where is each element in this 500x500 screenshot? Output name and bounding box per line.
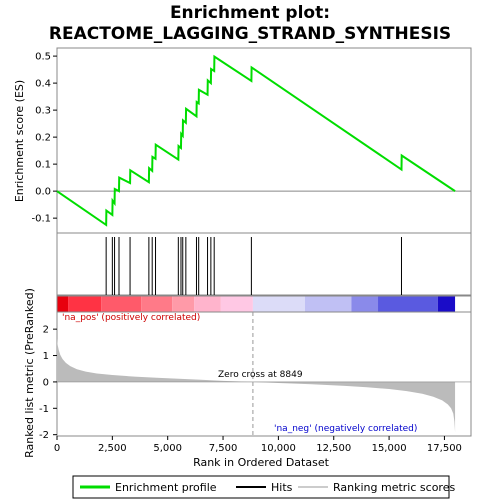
x-tick-label: 10,000 [261, 443, 296, 454]
x-tick-label: 12,500 [316, 443, 351, 454]
legend-label-metric: Ranking metric scores [333, 481, 455, 494]
es-ytick-label: 0.1 [35, 160, 51, 171]
metric-ytick-label: -2 [39, 430, 49, 441]
x-tick-label: 17,500 [427, 443, 462, 454]
metric-ytick-label: 0 [43, 377, 49, 388]
pos-correlated-label: 'na_pos' (positively correlated) [62, 313, 200, 323]
es-ytick-label: -0.1 [31, 214, 51, 225]
metric-ytick-label: -1 [39, 404, 49, 415]
metric-ytick-label: 2 [43, 325, 49, 336]
x-tick-label: 5,000 [153, 443, 182, 454]
color-bar-segment [378, 296, 438, 312]
x-tick-label: 2,500 [98, 443, 127, 454]
metric-panel-ticks: -2 -1 0 1 2 [39, 325, 57, 441]
chart-title-line1: Enrichment plot: [170, 3, 330, 23]
es-ytick-label: 0.2 [35, 133, 51, 144]
enrichment-profile-line [56, 54, 456, 227]
color-bar-segment [304, 296, 352, 312]
color-bar-segment [351, 296, 379, 312]
legend-label-enrichment: Enrichment profile [115, 481, 217, 494]
ranking-color-bar [57, 296, 456, 312]
metric-axis-label: Ranked list metric (PreRanked) [23, 288, 36, 458]
es-panel-ticks: -0.1 0.0 0.1 0.2 0.3 0.4 0.5 [31, 52, 57, 225]
color-bar-segment [172, 296, 195, 312]
color-bar-segment [194, 296, 221, 312]
x-tick-label: 7,500 [209, 443, 238, 454]
color-bar-segment [68, 296, 102, 312]
color-bar-segment [220, 296, 253, 312]
color-bar-segment [57, 296, 69, 312]
es-ytick-label: 0.4 [35, 79, 51, 90]
x-tick-label: 15,000 [372, 443, 407, 454]
neg-correlated-label: 'na_neg' (negatively correlated) [274, 424, 417, 434]
es-axis-label: Enrichment score (ES) [13, 80, 26, 202]
chart-title-line2: REACTOME_LAGGING_STRAND_SYNTHESIS [49, 24, 451, 44]
es-ytick-label: 0.5 [35, 52, 51, 63]
es-ytick-label: 0.0 [35, 187, 51, 198]
hits-marks [105, 237, 402, 295]
ranking-metric-area [57, 338, 456, 433]
metric-ytick-label: 1 [43, 351, 49, 362]
x-axis-label: Rank in Ordered Dataset [193, 456, 330, 469]
x-axis-ticks: 0 2,500 5,000 7,500 10,000 12,500 15,000 17,500 [54, 436, 462, 454]
color-bar-segment [101, 296, 142, 312]
es-panel-frame [56, 47, 472, 234]
hits-panel-frame [56, 232, 472, 296]
color-bar-segment [437, 296, 456, 312]
metric-panel-frame [56, 311, 472, 437]
color-bar-segment [141, 296, 173, 312]
legend-label-hits: Hits [271, 481, 293, 494]
color-bar-segment [252, 296, 305, 312]
x-tick-label: 0 [54, 443, 60, 454]
es-ytick-label: 0.3 [35, 106, 51, 117]
zero-cross-label: Zero cross at 8849 [218, 370, 303, 380]
